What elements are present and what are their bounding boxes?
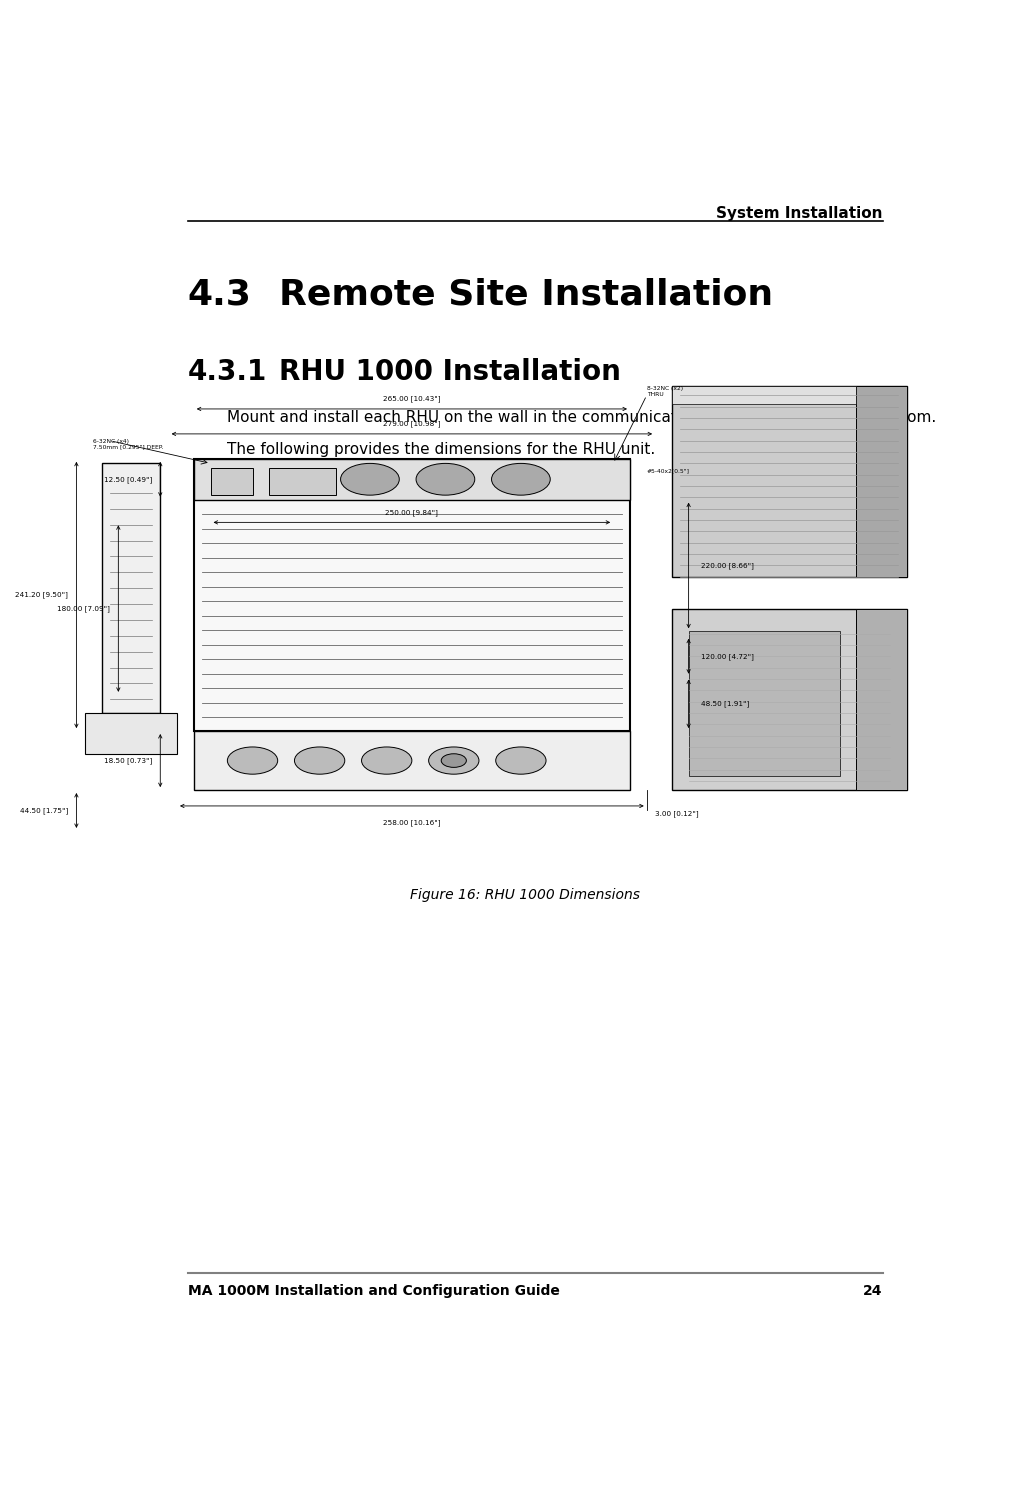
- Text: 4.3: 4.3: [188, 277, 251, 311]
- Text: 3.00 [0.12"]: 3.00 [0.12"]: [655, 811, 699, 817]
- Text: Remote Site Installation: Remote Site Installation: [279, 277, 773, 311]
- Text: 180.00 [7.09"]: 180.00 [7.09"]: [57, 606, 110, 612]
- Text: 265.00 [10.43"]: 265.00 [10.43"]: [383, 395, 441, 402]
- Text: 4.3.1: 4.3.1: [188, 358, 266, 386]
- Text: 24: 24: [863, 1284, 883, 1299]
- Text: The following provides the dimensions for the RHU unit.: The following provides the dimensions fo…: [228, 443, 656, 458]
- Circle shape: [428, 747, 479, 773]
- Circle shape: [416, 464, 475, 495]
- Bar: [689, 631, 839, 776]
- Bar: [85, 714, 177, 754]
- Text: System Installation: System Installation: [716, 206, 883, 221]
- Text: #5-40x2[0.5"]: #5-40x2[0.5"]: [647, 468, 690, 473]
- Text: Figure 16: RHU 1000 Dimensions: Figure 16: RHU 1000 Dimensions: [410, 889, 641, 902]
- Text: RHU 1000 Installation: RHU 1000 Installation: [279, 358, 621, 386]
- Text: 220.00 [8.66"]: 220.00 [8.66"]: [701, 562, 754, 568]
- Text: 12.50 [0.49"]: 12.50 [0.49"]: [104, 476, 152, 483]
- Text: 8-32NC (x2)
THRU: 8-32NC (x2) THRU: [647, 386, 683, 396]
- Circle shape: [441, 754, 466, 767]
- Bar: [194, 459, 630, 732]
- Text: 258.00 [10.16"]: 258.00 [10.16"]: [383, 820, 441, 826]
- Bar: [101, 464, 160, 714]
- Text: 120.00 [4.72"]: 120.00 [4.72"]: [701, 652, 754, 660]
- Text: 250.00 [9.84"]: 250.00 [9.84"]: [385, 509, 439, 516]
- Bar: [194, 732, 630, 790]
- Bar: [856, 609, 907, 790]
- Bar: [856, 386, 907, 577]
- Text: 48.50 [1.91"]: 48.50 [1.91"]: [701, 700, 749, 708]
- Bar: [210, 468, 252, 495]
- Circle shape: [362, 747, 412, 773]
- Text: Mount and install each RHU on the wall in the communication shaft or communicati: Mount and install each RHU on the wall i…: [228, 410, 937, 425]
- Bar: [671, 386, 856, 404]
- Circle shape: [294, 747, 344, 773]
- Text: MA 1000M Installation and Configuration Guide: MA 1000M Installation and Configuration …: [188, 1284, 560, 1299]
- Circle shape: [340, 464, 400, 495]
- Bar: [671, 609, 907, 790]
- Circle shape: [492, 464, 550, 495]
- Bar: [671, 386, 907, 577]
- Circle shape: [496, 747, 546, 773]
- Circle shape: [228, 747, 278, 773]
- Text: 18.50 [0.73"]: 18.50 [0.73"]: [104, 757, 152, 764]
- Text: 6-32NC (x4)
7.50mm [0.295"] DEEP.: 6-32NC (x4) 7.50mm [0.295"] DEEP.: [93, 438, 164, 450]
- Bar: [270, 468, 336, 495]
- Text: 44.50 [1.75"]: 44.50 [1.75"]: [19, 808, 68, 814]
- Bar: [194, 459, 630, 500]
- Text: 241.20 [9.50"]: 241.20 [9.50"]: [15, 591, 68, 598]
- Text: 279.00 [10.98"]: 279.00 [10.98"]: [383, 420, 441, 426]
